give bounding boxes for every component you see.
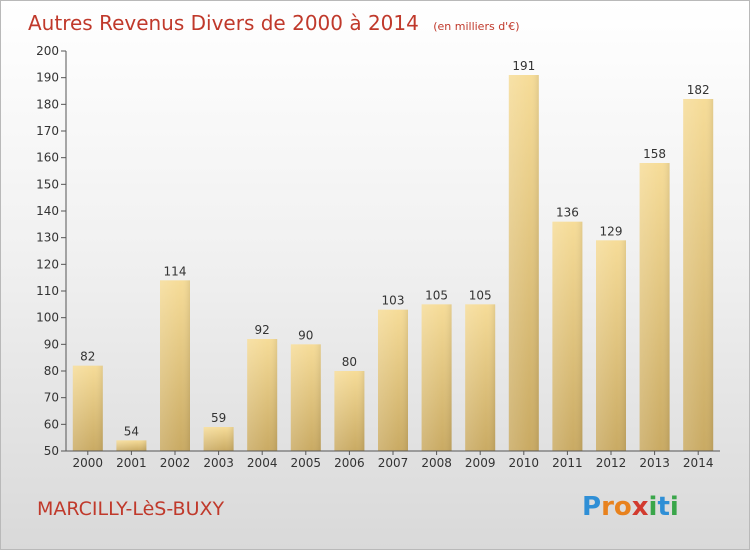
y-tick-label: 80 (44, 364, 59, 378)
bar-shade (72, 365, 103, 451)
bar-shade (465, 304, 496, 451)
data-label: 129 (600, 224, 623, 238)
bar-shade (247, 339, 278, 451)
bar-shade (203, 427, 234, 451)
logo-letter: o (614, 492, 632, 522)
y-tick-label: 50 (44, 444, 59, 458)
data-label: 103 (382, 294, 405, 308)
data-label: 59 (211, 411, 226, 425)
y-tick-label: 70 (44, 391, 59, 405)
y-tick-label: 200 (36, 44, 59, 58)
data-label: 105 (469, 288, 492, 302)
logo-letter: i (649, 492, 658, 522)
bar-shade (290, 344, 321, 451)
bar-shade (116, 440, 147, 451)
logo-letter: t (657, 492, 669, 522)
bar-shade (160, 280, 190, 451)
x-axis: 2000 2001 2002 2003 2004 2005 2006 2007 2008 2009… (66, 450, 720, 470)
data-label: 80 (342, 355, 357, 369)
svg-text:Autres Revenus Divers de 2000: Autres Revenus Divers de 2000 à 2014 (en… (28, 11, 520, 35)
x-tick-label: 2010 (509, 456, 540, 470)
x-tick-label: 2009 (465, 456, 496, 470)
chart-title: Autres Revenus Divers de 2000 à 2014 (28, 11, 419, 35)
y-tick-label: 60 (44, 417, 59, 431)
x-tick-label: 2002 (160, 456, 191, 470)
y-tick-label: 120 (36, 257, 59, 271)
bar-shade (552, 221, 583, 451)
logo-letter: i (670, 492, 679, 522)
y-tick-label: 130 (36, 231, 59, 245)
bar-shade (639, 163, 670, 451)
y-tick-label: 100 (36, 311, 59, 325)
x-tick-label: 2012 (596, 456, 627, 470)
data-label: 136 (556, 206, 579, 220)
chart-subtitle: (en milliers d'€) (433, 20, 519, 33)
commune-name: MARCILLY-LèS-BUXY (37, 498, 225, 520)
y-tick-label: 140 (36, 204, 59, 218)
x-tick-label: 2011 (552, 456, 583, 470)
y-tick-label: 110 (36, 284, 59, 298)
x-tick-label: 2000 (73, 456, 104, 470)
x-tick-label: 2003 (203, 456, 234, 470)
bar-shade (596, 240, 626, 451)
logo-letter: P (582, 492, 601, 522)
data-label: 114 (164, 264, 187, 278)
bar-shade (378, 309, 408, 451)
y-tick-label: 180 (36, 97, 59, 111)
data-label: 158 (643, 147, 666, 161)
y-tick-label: 160 (36, 151, 59, 165)
bar-shade (334, 371, 365, 451)
bar-shade (683, 99, 714, 451)
y-tick-label: 150 (36, 177, 59, 191)
x-tick-label: 2007 (378, 456, 409, 470)
logo-letter: x (632, 492, 649, 522)
data-label: 90 (298, 328, 313, 342)
x-tick-label: 2005 (291, 456, 322, 470)
data-label: 92 (255, 323, 270, 337)
data-label: 182 (687, 83, 710, 97)
data-label: 105 (425, 288, 448, 302)
data-label: 54 (124, 424, 139, 438)
logo-letter: r (601, 492, 614, 522)
data-label: 82 (80, 350, 95, 364)
y-axis: 50 60 70 80 90 100 110 120 130 140 150 160 170 180 190… (36, 44, 67, 458)
x-tick-label: 2008 (421, 456, 452, 470)
x-tick-label: 2004 (247, 456, 278, 470)
x-tick-label: 2001 (116, 456, 147, 470)
bar-shade (421, 304, 452, 451)
data-label: 191 (512, 59, 535, 73)
x-tick-label: 2013 (639, 456, 670, 470)
x-tick-label: 2006 (334, 456, 365, 470)
bars-group: 82 54 114 59 92 90 80 103 105 105 191 136 129 158 182 (72, 59, 714, 451)
proxiti-logo: Proxiti (582, 492, 679, 522)
y-tick-label: 190 (36, 71, 59, 85)
y-tick-label: 90 (44, 337, 59, 351)
x-tick-label: 2014 (683, 456, 714, 470)
bar-shade (508, 75, 539, 451)
y-tick-label: 170 (36, 124, 59, 138)
